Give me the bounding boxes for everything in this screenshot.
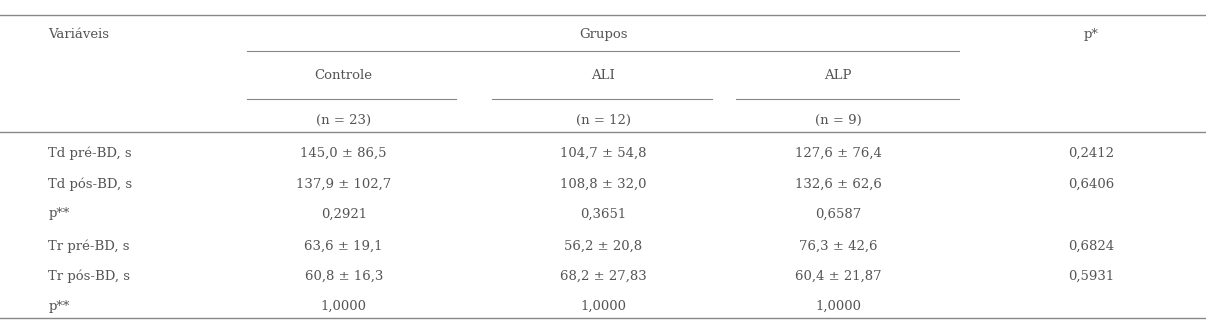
Text: 127,6 ± 76,4: 127,6 ± 76,4 bbox=[795, 147, 882, 160]
Text: Td pré-BD, s: Td pré-BD, s bbox=[48, 147, 131, 160]
Text: 68,2 ± 27,83: 68,2 ± 27,83 bbox=[560, 270, 646, 283]
Text: ALP: ALP bbox=[825, 69, 851, 82]
Text: Grupos: Grupos bbox=[579, 28, 627, 41]
Text: Controle: Controle bbox=[315, 69, 373, 82]
Text: 56,2 ± 20,8: 56,2 ± 20,8 bbox=[564, 239, 642, 252]
Text: (n = 9): (n = 9) bbox=[815, 114, 861, 127]
Text: 76,3 ± 42,6: 76,3 ± 42,6 bbox=[798, 239, 878, 252]
Text: (n = 23): (n = 23) bbox=[316, 114, 371, 127]
Text: 137,9 ± 102,7: 137,9 ± 102,7 bbox=[297, 177, 391, 190]
Text: Tr pré-BD, s: Tr pré-BD, s bbox=[48, 239, 130, 252]
Text: 104,7 ± 54,8: 104,7 ± 54,8 bbox=[560, 147, 646, 160]
Text: 0,2921: 0,2921 bbox=[321, 207, 367, 220]
Text: Td pós-BD, s: Td pós-BD, s bbox=[48, 177, 133, 190]
Text: 1,0000: 1,0000 bbox=[321, 300, 367, 313]
Text: p**: p** bbox=[48, 300, 70, 313]
Text: 145,0 ± 86,5: 145,0 ± 86,5 bbox=[300, 147, 387, 160]
Text: Tr pós-BD, s: Tr pós-BD, s bbox=[48, 270, 130, 283]
Text: 60,8 ± 16,3: 60,8 ± 16,3 bbox=[305, 270, 382, 283]
Text: ALI: ALI bbox=[591, 69, 615, 82]
Text: 60,4 ± 21,87: 60,4 ± 21,87 bbox=[795, 270, 882, 283]
Text: 0,6587: 0,6587 bbox=[815, 207, 861, 220]
Text: (n = 12): (n = 12) bbox=[575, 114, 631, 127]
Text: 1,0000: 1,0000 bbox=[580, 300, 626, 313]
Text: 0,3651: 0,3651 bbox=[580, 207, 626, 220]
Text: 108,8 ± 32,0: 108,8 ± 32,0 bbox=[560, 177, 646, 190]
Text: 0,6406: 0,6406 bbox=[1069, 177, 1114, 190]
Text: 0,5931: 0,5931 bbox=[1069, 270, 1114, 283]
Text: p*: p* bbox=[1084, 28, 1099, 41]
Text: 63,6 ± 19,1: 63,6 ± 19,1 bbox=[304, 239, 384, 252]
Text: 0,6824: 0,6824 bbox=[1069, 239, 1114, 252]
Text: p**: p** bbox=[48, 207, 70, 220]
Text: Variáveis: Variáveis bbox=[48, 28, 110, 41]
Text: 0,2412: 0,2412 bbox=[1069, 147, 1114, 160]
Text: 132,6 ± 62,6: 132,6 ± 62,6 bbox=[795, 177, 882, 190]
Text: 1,0000: 1,0000 bbox=[815, 300, 861, 313]
